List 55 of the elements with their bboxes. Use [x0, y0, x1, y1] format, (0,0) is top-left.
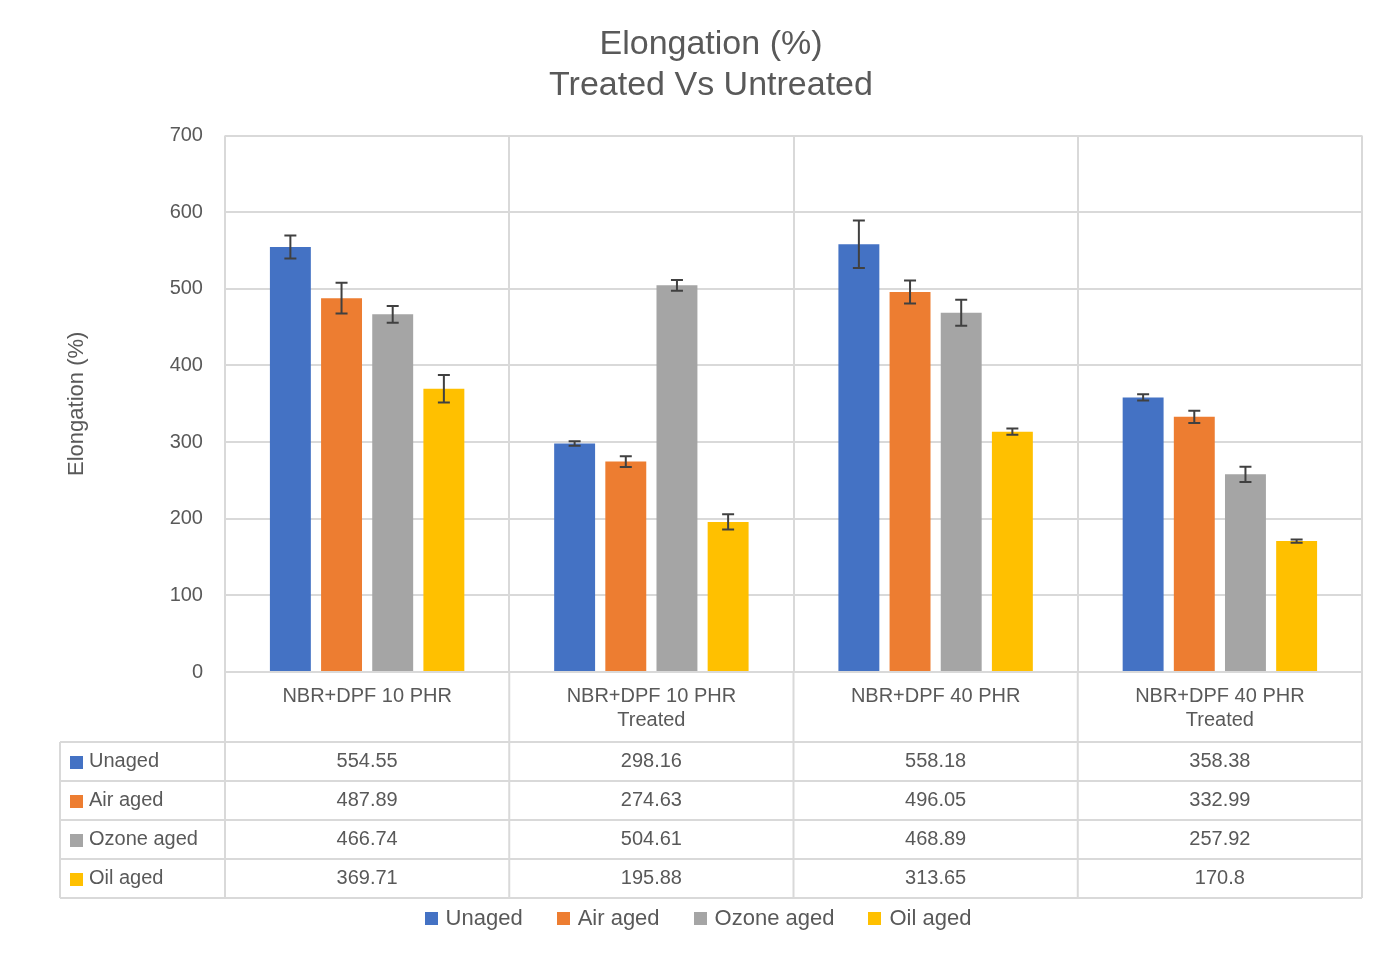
legend-label: Oil aged: [889, 905, 972, 931]
data-label: 257.92: [1189, 827, 1251, 850]
text: Oil aged: [89, 866, 164, 889]
text: Elongation (%): [599, 22, 823, 61]
bar: [554, 443, 596, 671]
text: Ozone aged: [714, 905, 835, 930]
bar: [423, 388, 465, 671]
y-tick-label: 400: [169, 353, 203, 375]
bar: [1224, 474, 1266, 671]
bar: [605, 461, 647, 671]
data-label: 298.16: [620, 749, 682, 772]
data-label: 466.74: [336, 827, 398, 850]
data-label: 468.89: [905, 827, 967, 850]
legend-label: Ozone aged: [89, 827, 198, 850]
bar: [940, 312, 982, 671]
text: Air aged: [577, 905, 660, 930]
data-label: 487.89: [336, 788, 398, 811]
data-label: 195.88: [620, 866, 682, 889]
y-tick-label: 0: [191, 659, 203, 682]
x-tick-label: NBR+DPF 10 PHR Treated: [566, 683, 737, 730]
data-label: 358.38: [1189, 749, 1251, 772]
bar: [889, 291, 931, 671]
legend-label: Unaged: [89, 749, 160, 772]
data-label: 558.18: [905, 749, 967, 772]
bar: [269, 247, 311, 671]
y-tick-label: 500: [169, 276, 203, 299]
text: Treated Vs Untreated: [549, 63, 873, 102]
x-tick-label: NBR+DPF 40 PHR Treated: [1135, 683, 1305, 730]
data-label: 554.55: [336, 749, 398, 772]
bar: [321, 298, 363, 671]
data-label: 274.63: [620, 788, 682, 811]
y-axis-title: Elongation (%): [63, 331, 89, 476]
bar: [1276, 541, 1318, 671]
data-label: 504.61: [620, 827, 682, 850]
bar: [656, 285, 698, 671]
y-tick-label: 100: [169, 582, 203, 605]
data-label: 496.05: [905, 788, 967, 811]
legend-label: Air aged: [89, 788, 164, 811]
y-tick-label: 300: [169, 429, 203, 452]
bar: [372, 314, 414, 671]
x-tick-label: NBR+DPF 10 PHR: [282, 683, 452, 706]
data-label: 170.8: [1194, 866, 1245, 889]
x-tick-label: NBR+DPF 40 PHR: [850, 683, 1021, 706]
data-label: 313.65: [905, 866, 967, 889]
y-tick-label: 700: [169, 123, 203, 146]
y-tick-label: 200: [169, 506, 203, 529]
data-label: 369.71: [336, 866, 398, 889]
bar: [991, 431, 1033, 671]
text: Unaged: [445, 905, 523, 930]
bar: [707, 521, 749, 671]
bar: [838, 244, 880, 671]
bar: [1122, 397, 1164, 671]
data-label: 332.99: [1189, 788, 1251, 811]
bar: [1173, 416, 1215, 671]
y-tick-label: 600: [169, 199, 203, 222]
